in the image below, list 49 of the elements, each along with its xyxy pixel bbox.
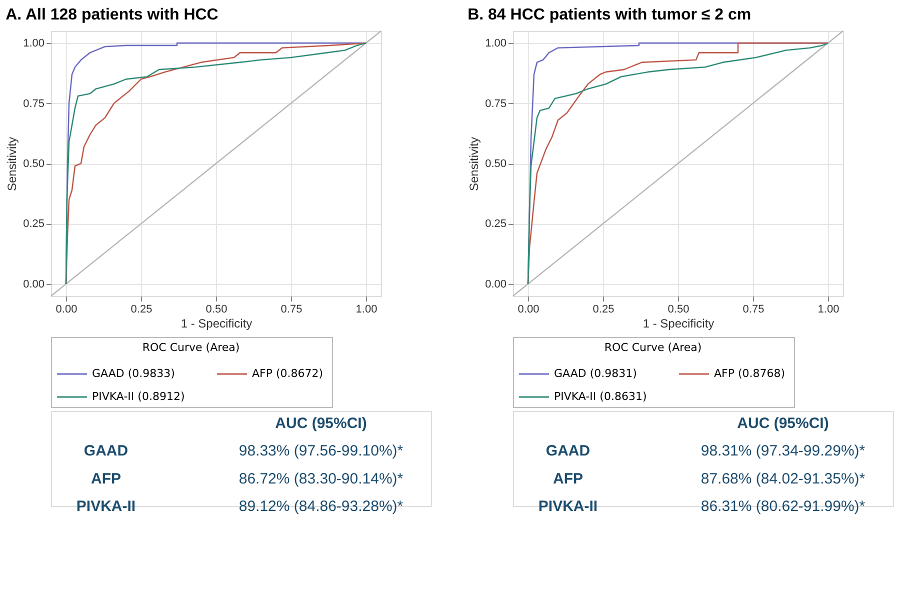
text: AUC (95%CI) — [737, 415, 829, 432]
x-tick-label: 0.00 — [56, 304, 78, 316]
x-tick-label: 0.00 — [518, 304, 540, 316]
legend-label: AFP (0.8768) — [714, 367, 786, 380]
text: GAAD — [84, 442, 128, 460]
chart-title: A. All 128 patients with HCC — [6, 6, 219, 24]
text: 86.31% (80.62-91.99%)* — [700, 498, 866, 515]
x-tick-label: 1.00 — [356, 304, 378, 316]
text: AFP — [553, 470, 583, 488]
legend-label: GAAD (0.9831) — [554, 367, 637, 380]
text: PIVKA-II — [76, 498, 136, 515]
chart-title: B. 84 HCC patients with tumor ≤ 2 cm — [468, 6, 752, 24]
x-tick-label: 0.25 — [592, 304, 614, 316]
y-tick-label: 0.25 — [23, 218, 44, 230]
text: PIVKA-II — [538, 498, 598, 515]
x-axis-title: 1 - Specificity — [180, 316, 252, 330]
y-tick-label: 0.75 — [23, 98, 44, 110]
y-tick-label: 1.00 — [23, 38, 44, 50]
x-tick-label: 0.75 — [742, 304, 764, 316]
legend-label: GAAD (0.9833) — [92, 367, 175, 380]
legend-label: AFP (0.8672) — [252, 367, 324, 380]
text: 87.68% (84.02-91.35%)* — [700, 470, 866, 488]
text: 89.12% (84.86-93.28%)* — [238, 498, 404, 515]
text: 98.33% (97.56-99.10%)* — [238, 442, 404, 460]
y-tick-label: 0.50 — [23, 158, 44, 170]
y-tick-label: 0.00 — [23, 278, 44, 290]
text: AFP — [91, 470, 121, 488]
x-tick-label: 0.75 — [280, 304, 302, 316]
text: GAAD — [546, 442, 590, 460]
y-tick-label: 0.75 — [485, 98, 506, 110]
line-series — [527, 42, 829, 285]
text: 86.72% (83.30-90.14%)* — [238, 470, 404, 488]
x-tick-label: 1.00 — [818, 304, 840, 316]
x-tick-label: 0.50 — [668, 304, 690, 316]
y-tick-label: 0.50 — [485, 158, 506, 170]
legend-label: PIVKA-II (0.8912) — [92, 390, 185, 403]
text: AUC (95%CI) — [275, 415, 367, 432]
legend-title: ROC Curve (Area) — [604, 341, 702, 354]
x-tick-label: 0.25 — [130, 304, 152, 316]
x-tick-label: 0.50 — [206, 304, 228, 316]
y-axis-title: Sensitivity — [5, 136, 20, 192]
y-tick-label: 1.00 — [485, 38, 506, 50]
text: 98.31% (97.34-99.29%)* — [700, 442, 866, 460]
y-tick-label: 0.25 — [485, 218, 506, 230]
y-tick-label: 0.00 — [485, 278, 506, 290]
legend-label: PIVKA-II (0.8631) — [554, 390, 647, 403]
y-axis-title: Sensitivity — [467, 136, 482, 192]
legend-title: ROC Curve (Area) — [142, 341, 240, 354]
x-axis-title: 1 - Specificity — [642, 316, 714, 330]
